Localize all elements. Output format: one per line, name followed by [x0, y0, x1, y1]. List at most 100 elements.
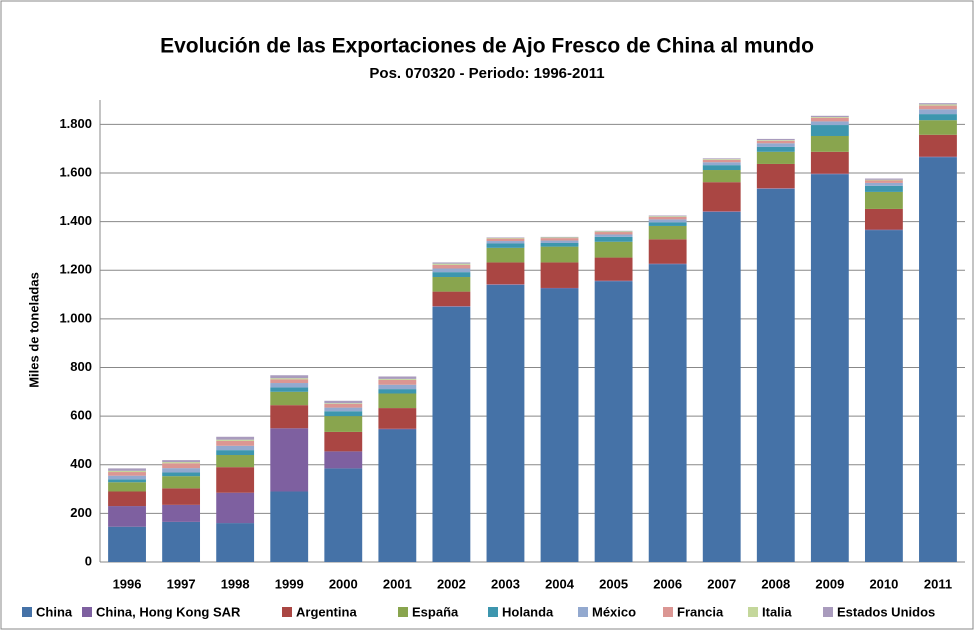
x-tick-label: 2008 — [761, 576, 790, 591]
bar-segment — [270, 387, 308, 391]
y-tick-label: 1.000 — [59, 310, 92, 325]
bar-segment — [324, 411, 362, 416]
bar-segment — [108, 506, 146, 527]
bar-segment — [324, 401, 362, 403]
bar-segment — [487, 241, 525, 243]
bar-segment — [216, 450, 254, 455]
bar-segment — [162, 476, 200, 488]
bar-segment — [865, 183, 903, 186]
x-tick-label: 2003 — [491, 576, 520, 591]
x-tick-label: 2011 — [924, 576, 952, 591]
bar-segment — [432, 277, 470, 292]
bar-segment — [324, 403, 362, 404]
bar-segment — [595, 242, 633, 258]
bar-segment — [649, 219, 687, 222]
bar-segment — [541, 241, 579, 243]
bar-segment — [432, 265, 470, 269]
bar-segment — [703, 170, 741, 182]
x-tick-label: 1999 — [275, 576, 304, 591]
bar-segment — [432, 292, 470, 307]
legend-label: España — [412, 604, 459, 619]
bar-segment — [703, 159, 741, 160]
bar-segment — [757, 152, 795, 164]
legend-label: Argentina — [296, 604, 357, 619]
bar-segment — [270, 405, 308, 428]
y-tick-label: 400 — [70, 456, 92, 471]
chart-title: Evolución de las Exportaciones de Ajo Fr… — [160, 35, 814, 58]
bar-segment — [324, 416, 362, 432]
bar-segment — [108, 468, 146, 470]
bar-segment — [432, 264, 470, 265]
y-tick-label: 1.200 — [59, 262, 92, 277]
bar-segment — [595, 231, 633, 232]
bar-segment — [324, 451, 362, 468]
bar-segment — [432, 269, 470, 273]
bar-segment — [378, 376, 416, 378]
bar-segment — [757, 139, 795, 140]
bar-segment — [378, 393, 416, 408]
legend-label: China — [36, 604, 73, 619]
bar-segment — [270, 428, 308, 491]
bar-segment — [541, 247, 579, 263]
bar-segment — [703, 182, 741, 211]
bar-segment — [270, 375, 308, 378]
bar-segment — [541, 262, 579, 288]
bar-segment — [162, 505, 200, 522]
bar-segment — [432, 272, 470, 277]
bar-segment — [703, 158, 741, 159]
bar-segment — [595, 237, 633, 242]
bar-segment — [919, 135, 957, 157]
bar-segment — [865, 180, 903, 181]
bar-segment — [649, 239, 687, 263]
legend-swatch — [22, 607, 32, 617]
bar-segment — [919, 106, 957, 110]
bar-segment — [811, 121, 849, 125]
bar-segment — [324, 408, 362, 412]
bar-segment — [432, 307, 470, 562]
bar-segment — [108, 479, 146, 482]
bar-segment — [811, 118, 849, 122]
bar-segment — [487, 238, 525, 239]
bar-segment — [487, 239, 525, 241]
bar-segment — [162, 473, 200, 477]
bar-segment — [108, 471, 146, 472]
bar-segment — [703, 212, 741, 562]
legend-label: Francia — [677, 604, 724, 619]
y-tick-label: 200 — [70, 505, 92, 520]
bar-segment — [865, 209, 903, 230]
bar-segment — [162, 468, 200, 472]
y-tick-label: 0 — [85, 553, 92, 568]
bar-segment — [216, 523, 254, 562]
y-tick-label: 600 — [70, 408, 92, 423]
bar-segment — [595, 234, 633, 236]
chart-subtitle: Pos. 070320 - Periodo: 1996-2011 — [369, 65, 604, 82]
legend-label: Estados Unidos — [837, 604, 935, 619]
bar-segment — [811, 174, 849, 562]
legend-label: México — [592, 604, 636, 619]
bar-segment — [811, 136, 849, 152]
bar-segment — [487, 243, 525, 247]
legend-swatch — [748, 607, 758, 617]
bar-segment — [162, 488, 200, 505]
bar-segment — [757, 141, 795, 143]
legend-label: Holanda — [502, 604, 554, 619]
legend-swatch — [578, 607, 588, 617]
bar-segment — [162, 462, 200, 463]
bar-segment — [757, 147, 795, 152]
bar-segment — [378, 379, 416, 380]
bar-segment — [865, 230, 903, 562]
bar-segment — [378, 380, 416, 385]
bar-segment — [865, 192, 903, 209]
bar-segment — [270, 383, 308, 387]
x-tick-label: 2005 — [599, 576, 628, 591]
bar-segment — [432, 262, 470, 263]
bar-segment — [865, 186, 903, 192]
bar-segment — [595, 281, 633, 562]
bar-segment — [162, 463, 200, 468]
bar-segment — [108, 527, 146, 562]
bar-segment — [757, 189, 795, 562]
bar-segment — [757, 164, 795, 188]
y-tick-label: 1.600 — [59, 164, 92, 179]
bar-segment — [811, 117, 849, 118]
x-tick-label: 2000 — [329, 576, 358, 591]
